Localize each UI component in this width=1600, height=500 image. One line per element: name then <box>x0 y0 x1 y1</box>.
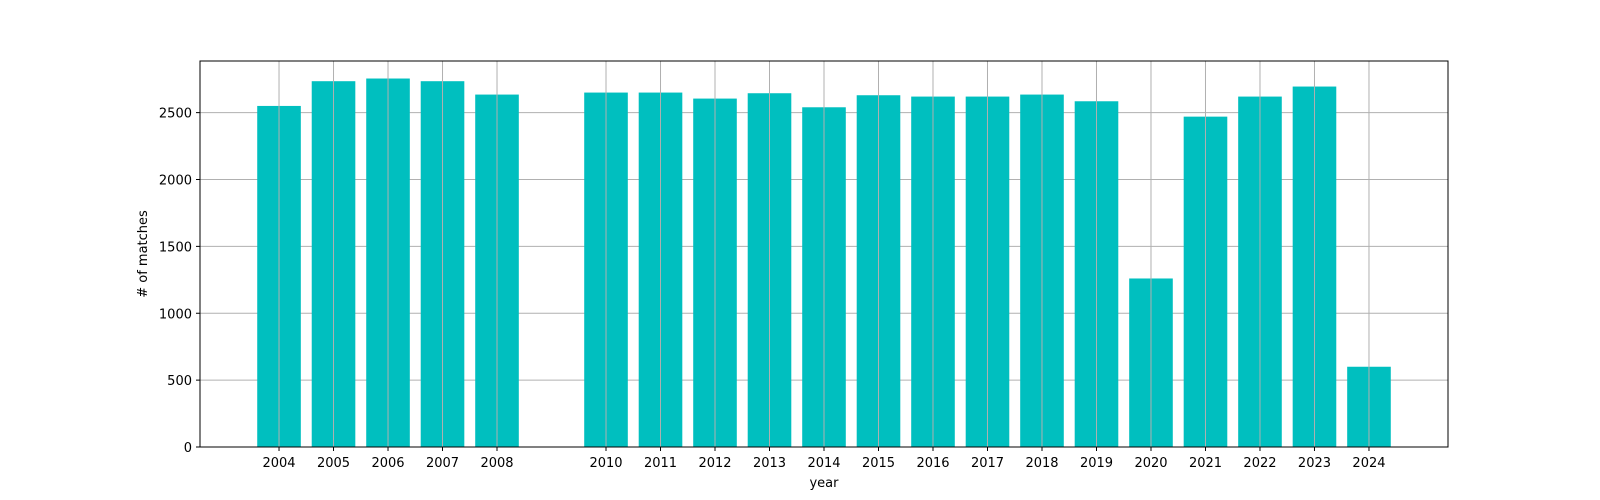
x-tick-label: 2007 <box>426 456 459 471</box>
x-axis-label: year <box>809 476 839 491</box>
x-tick-label: 2019 <box>1080 456 1113 471</box>
y-tick-label: 1500 <box>159 240 192 255</box>
x-tick-label: 2013 <box>753 456 786 471</box>
x-tick-label: 2012 <box>698 456 731 471</box>
x-tick-label: 2008 <box>480 456 513 471</box>
x-tick-label: 2015 <box>862 456 895 471</box>
x-tick-label: 2021 <box>1189 456 1222 471</box>
x-tick-label: 2010 <box>589 456 622 471</box>
x-tick-label: 2004 <box>262 456 295 471</box>
y-tick-label: 0 <box>184 441 192 456</box>
x-tick-label: 2014 <box>807 456 840 471</box>
x-tick-label: 2011 <box>644 456 677 471</box>
y-axis-label: # of matches <box>136 210 151 298</box>
x-tick-label: 2017 <box>971 456 1004 471</box>
y-tick-label: 1000 <box>159 307 192 322</box>
x-tick-label: 2018 <box>1025 456 1058 471</box>
x-tick-label: 2024 <box>1352 456 1385 471</box>
vertical-grid-layer <box>278 61 1370 447</box>
x-tick-label: 2022 <box>1243 456 1276 471</box>
x-tick-label: 2006 <box>371 456 404 471</box>
x-tick-label: 2020 <box>1134 456 1167 471</box>
x-tick-label: 2016 <box>916 456 949 471</box>
ticks-layer: 0 500 1000 1500 2000 2500 2004 2005 2006 2007 2008… <box>159 107 1386 471</box>
x-tick-label: 2023 <box>1298 456 1331 471</box>
y-tick-label: 2000 <box>159 174 192 189</box>
y-tick-label: 500 <box>167 374 192 389</box>
x-tick-label: 2005 <box>317 456 350 471</box>
y-tick-label: 2500 <box>159 107 192 122</box>
